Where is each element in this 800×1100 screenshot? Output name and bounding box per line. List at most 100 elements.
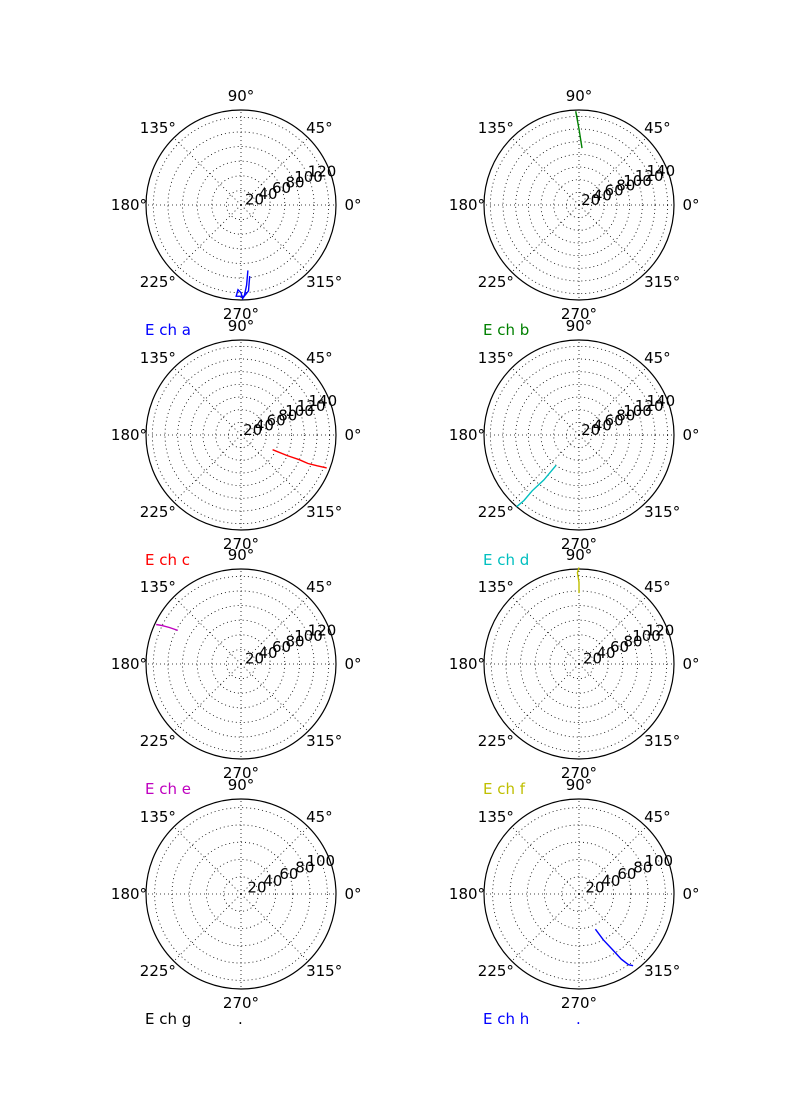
r-tick-label: 140 (647, 162, 676, 180)
radial-gridline (167, 590, 315, 738)
theta-tick-label: 225° (478, 503, 514, 521)
series-line (272, 449, 327, 469)
radial-gridline (561, 876, 597, 912)
radial-gridline (154, 807, 328, 981)
r-tick-label: 80 (278, 407, 297, 425)
r-tick-label: 100 (306, 852, 335, 870)
theta-tick-label: 45° (306, 808, 333, 826)
theta-tick-label: 135° (140, 349, 176, 367)
radial-gridline (171, 824, 311, 964)
theta-tick-label: 0° (344, 885, 361, 903)
radial-gridline (177, 371, 305, 499)
theta-tick-label: 270° (223, 535, 259, 553)
radial-gridline (189, 383, 293, 487)
theta-tick-label: 90° (228, 317, 255, 335)
radial-gridline (225, 648, 257, 680)
r-tick-label: 100 (294, 627, 323, 645)
angular-gridline (240, 204, 309, 273)
theta-tick-label: 180° (449, 196, 485, 214)
angular-gridline (511, 137, 580, 206)
polar-frame (483, 339, 675, 531)
theta-tick-label: 90° (228, 87, 255, 105)
r-tick-label: 140 (647, 392, 676, 410)
theta-tick-label: 90° (566, 317, 593, 335)
radial-gridline (540, 396, 618, 474)
theta-tick-label: 90° (228, 776, 255, 794)
theta-tick-label: 180° (449, 655, 485, 673)
radial-gridline (225, 189, 257, 221)
theta-tick-label: 45° (306, 578, 333, 596)
r-tick-label: 120 (308, 621, 337, 639)
theta-tick-label: 315° (306, 732, 342, 750)
theta-tick-label: 0° (682, 196, 699, 214)
radial-gridline (534, 619, 624, 709)
polar-subplot: 0° 45° 90° 135° 180° 225° 270° 315° 204060801001… (449, 317, 700, 569)
polar-frame (145, 568, 337, 760)
angular-gridline (511, 204, 580, 273)
r-tick-label: 60 (272, 638, 291, 656)
subplot-label: E ch a (145, 321, 191, 339)
r-tick-label: 100 (285, 402, 314, 420)
angular-gridline (511, 596, 580, 665)
radial-gridline (188, 841, 294, 947)
r-tick-label: 100 (294, 168, 323, 186)
radial-gridline (527, 153, 631, 257)
polar-subplot: 0° 45° 90° 135° 180° 225° 270° 315° 204060801001… (111, 317, 362, 569)
theta-tick-label: 225° (478, 273, 514, 291)
r-tick-label: 20 (581, 191, 600, 209)
theta-tick-label: 90° (228, 546, 255, 564)
r-tick-label: 20 (585, 878, 604, 896)
series-line (516, 464, 557, 508)
angular-gridline (173, 663, 242, 732)
theta-tick-label: 270° (561, 994, 597, 1012)
theta-tick-label: 225° (140, 503, 176, 521)
radial-gridline (505, 590, 653, 738)
radial-gridline (202, 396, 280, 474)
angular-gridline (173, 367, 242, 436)
r-tick-label: 120 (635, 167, 664, 185)
theta-tick-label: 0° (344, 426, 361, 444)
theta-tick-label: 225° (478, 732, 514, 750)
theta-tick-label: 135° (140, 119, 176, 137)
angular-gridline (173, 434, 242, 503)
r-tick-label: 40 (258, 185, 277, 203)
r-tick-label: 40 (258, 644, 277, 662)
theta-tick-label: 180° (111, 885, 147, 903)
angular-gridline (578, 663, 647, 732)
angular-gridline (578, 434, 647, 503)
theta-tick-label: 45° (644, 808, 671, 826)
series-line (594, 928, 634, 967)
angular-gridline (511, 893, 580, 962)
theta-tick-label: 45° (306, 349, 333, 367)
r-tick-label: 60 (617, 865, 636, 883)
r-tick-label: 40 (601, 872, 620, 890)
theta-tick-label: 315° (306, 503, 342, 521)
subplot-extra-text: . (238, 1010, 243, 1028)
polar-frame (483, 109, 675, 301)
r-tick-label: 80 (616, 177, 635, 195)
angular-gridline (511, 826, 580, 895)
theta-tick-label: 135° (140, 578, 176, 596)
r-tick-label: 120 (308, 162, 337, 180)
subplot-label: E ch g (145, 1010, 191, 1028)
angular-gridline (173, 596, 242, 665)
r-tick-label: 80 (285, 174, 304, 192)
r-tick-label: 20 (581, 421, 600, 439)
subplot-label: E ch e (145, 780, 191, 798)
angular-gridline (511, 367, 580, 436)
theta-tick-label: 45° (644, 119, 671, 137)
theta-tick-label: 315° (644, 962, 680, 980)
theta-tick-label: 270° (561, 305, 597, 323)
radial-gridline (152, 116, 330, 294)
r-tick-label: 60 (605, 181, 624, 199)
angular-gridline (240, 434, 309, 503)
angular-gridline (511, 434, 580, 503)
theta-tick-label: 225° (140, 962, 176, 980)
r-tick-label: 40 (596, 644, 615, 662)
radial-gridline (563, 648, 595, 680)
r-tick-label: 100 (644, 852, 673, 870)
theta-tick-label: 270° (223, 764, 259, 782)
radial-gridline (553, 179, 605, 231)
theta-tick-label: 0° (344, 196, 361, 214)
